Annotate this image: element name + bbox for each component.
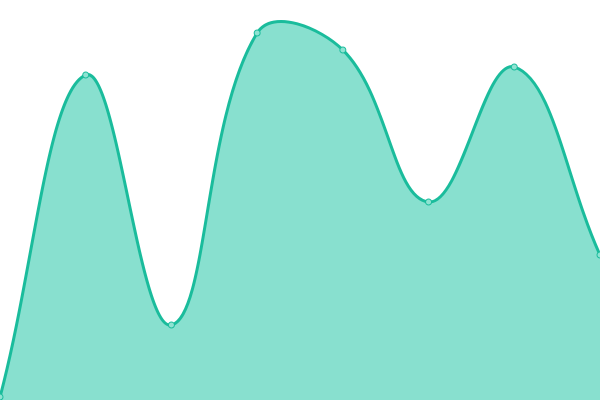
data-point-6: [510, 63, 518, 71]
data-point-7: [596, 251, 600, 259]
data-points: [0, 29, 600, 400]
data-point-2: [167, 321, 175, 329]
data-point-0: [0, 393, 4, 400]
area-fill: [0, 21, 600, 400]
data-point-1: [82, 71, 90, 79]
data-point-4: [339, 46, 347, 54]
data-point-5: [425, 198, 433, 206]
data-point-3: [253, 29, 261, 37]
